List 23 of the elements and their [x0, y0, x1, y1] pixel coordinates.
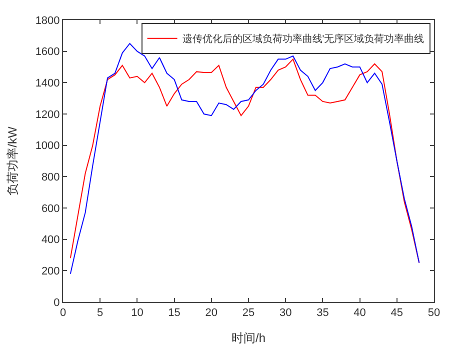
y-tick-label: 0 — [54, 296, 60, 309]
y-tick-label: 600 — [41, 202, 60, 215]
x-tick-label: 45 — [390, 307, 404, 320]
x-tick-label: 15 — [168, 307, 180, 320]
x-tick-label: 40 — [354, 307, 366, 320]
x-tick-label: 30 — [279, 307, 292, 320]
y-tick-label: 1400 — [35, 78, 60, 90]
y-tick-label: 1600 — [35, 46, 60, 58]
legend-label: 遗传优化后的区域负荷功率曲线'无序区域负荷功率曲线 — [182, 33, 424, 46]
y-tick-label: 800 — [41, 172, 60, 184]
y-tick-label: 400 — [41, 234, 60, 246]
x-tick-label: 50 — [428, 307, 440, 320]
x-tick-label: 5 — [97, 307, 104, 320]
x-axis-title: 时间/h — [231, 331, 266, 346]
x-tick-label: 25 — [242, 307, 255, 320]
y-tick-label: 1200 — [35, 108, 60, 121]
x-tick-label: 20 — [205, 307, 218, 320]
y-axis-title: 负荷功率/kW — [6, 126, 20, 196]
y-tick-label: 200 — [41, 266, 60, 278]
y-tick-label: 1800 — [35, 14, 60, 27]
x-tick-label: 35 — [316, 307, 329, 320]
x-tick-label: 10 — [131, 307, 144, 320]
y-tick-label: 1000 — [35, 140, 60, 152]
